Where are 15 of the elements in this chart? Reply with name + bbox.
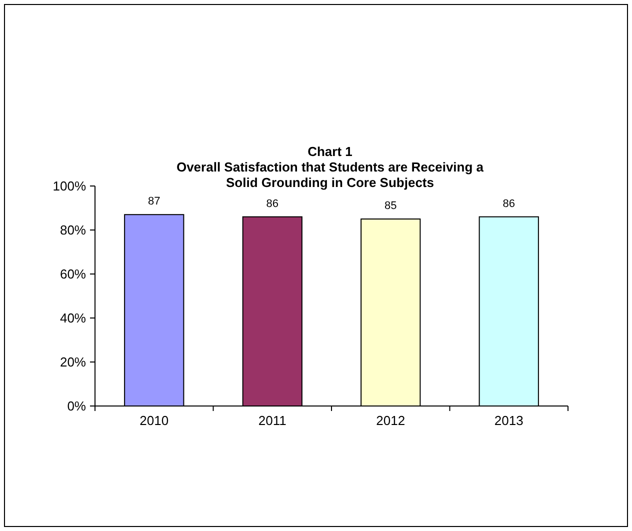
y-tick-label: 80% [60,222,86,238]
y-tick-label: 40% [60,310,86,326]
x-tick-label: 2012 [376,413,406,428]
y-tick-label: 100% [52,178,86,194]
x-tick-label: 2011 [258,413,286,428]
data-label: 87 [148,196,160,208]
x-tick-label: 2013 [494,413,524,428]
data-label: 86 [502,198,515,210]
x-tick-label: 2010 [140,413,169,428]
data-label: 85 [384,200,397,212]
y-tick-label: 60% [60,266,86,282]
chart-title: Chart 1 Overall Satisfaction that Students are Receiving a Solid Grounding in Core Subjects [176,144,484,190]
y-tick-label: 20% [60,354,86,370]
data-label: 86 [266,198,278,210]
y-tick-label: 0% [67,398,86,414]
